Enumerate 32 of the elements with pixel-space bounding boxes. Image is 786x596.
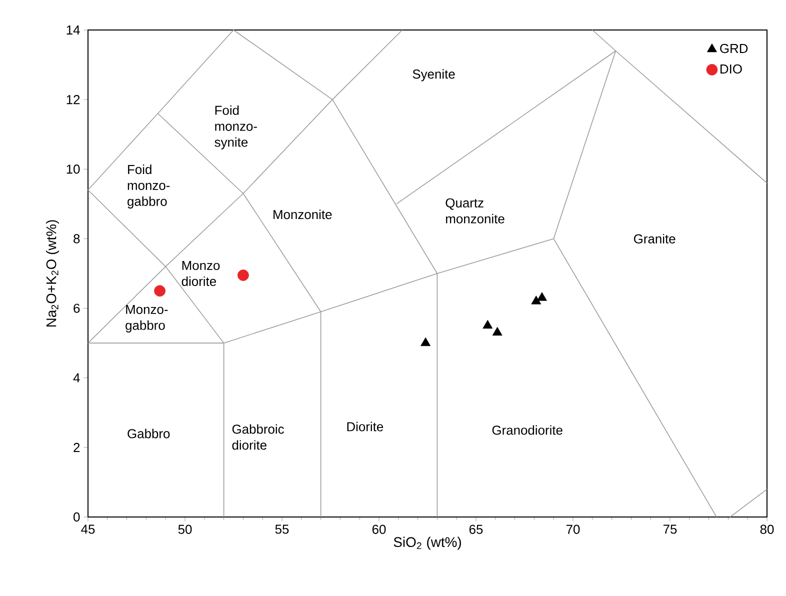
- annotation: Monzo diorite: [182, 261, 220, 286]
- x-tick-label: 80: [760, 524, 774, 534]
- y-tick-label: 8: [74, 234, 80, 244]
- x-tick-label: 65: [469, 524, 483, 534]
- legend-label: DIO: [720, 64, 742, 74]
- y-tick-label: 4: [73, 373, 80, 382]
- y-tick-label: 10: [66, 164, 80, 174]
- x-tick-label: 45: [81, 524, 95, 534]
- x-tick-label: 55: [275, 524, 289, 534]
- x-axis-title: SiO$_{2}$ (wt%): [394, 536, 461, 550]
- x-tick-label: 70: [566, 524, 580, 534]
- annotation: Foid monzo-gabbro: [128, 164, 170, 209]
- annotation: Syenite: [412, 69, 455, 82]
- annotation: Diorite: [347, 422, 384, 432]
- annotation: Foid monzo-synite: [214, 105, 257, 150]
- annotation: Granodiorite: [492, 425, 562, 435]
- annotation: Gabbroic diorite: [232, 424, 284, 450]
- y-tick-label: 2: [74, 442, 80, 452]
- annotation: Monzo-gabbro: [126, 304, 168, 332]
- y-tick-label: 6: [74, 304, 80, 313]
- x-tick-label: 60: [372, 524, 386, 534]
- x-tick-label: 50: [178, 524, 192, 534]
- y-axis-title: Na$_{2}$O+K$_{2}$O (wt%): [46, 220, 59, 327]
- legend-label: GRD: [720, 44, 748, 54]
- annotation: Gabbro: [128, 428, 170, 438]
- annotation: Monzonite: [274, 210, 332, 220]
- y-tick-label: 14: [66, 26, 80, 34]
- x-tick-label: 75: [663, 524, 677, 534]
- y-tick-label: 0: [74, 512, 80, 522]
- annotation: Quartz monzonite: [446, 198, 504, 224]
- y-tick-label: 12: [66, 95, 80, 104]
- annotation: Granite: [634, 234, 676, 244]
